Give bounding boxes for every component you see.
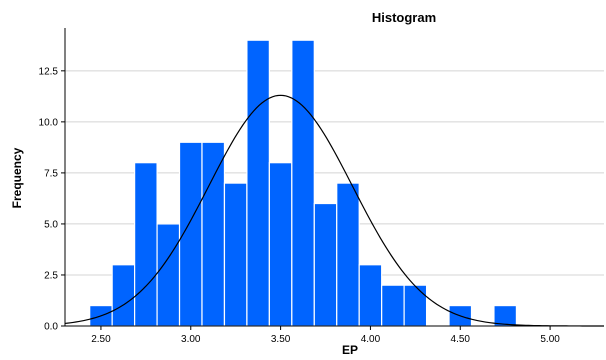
y-axis-label: Frequency <box>10 147 24 208</box>
y-tick-label: 7.5 <box>44 168 58 179</box>
histogram-bar <box>313 202 338 327</box>
histogram-bars <box>89 39 518 327</box>
histogram-bar <box>403 284 428 327</box>
x-tick-label: 3.00 <box>181 334 201 345</box>
axes <box>64 28 604 327</box>
histogram-bar <box>156 223 181 327</box>
histogram-bar <box>111 264 136 327</box>
x-axis-label: EP <box>342 343 358 357</box>
x-tick-label: 2.50 <box>91 334 111 345</box>
histogram-bar <box>201 141 226 327</box>
histogram-bar <box>493 304 518 327</box>
x-tick-label: 4.50 <box>451 334 471 345</box>
x-tick-label: 5.00 <box>540 334 560 345</box>
histogram-bar <box>336 182 360 327</box>
y-axis-ticks: 0.0 2.5 5.0 7.5 10.0 12.5 <box>39 66 65 333</box>
histogram-bar <box>358 264 383 327</box>
histogram-bar <box>134 162 158 327</box>
y-tick-label: 5.0 <box>44 219 58 230</box>
histogram-bar <box>246 39 270 327</box>
histogram-bar <box>381 284 405 327</box>
y-tick-label: 0.0 <box>44 322 58 333</box>
x-axis-ticks: 2.50 3.00 3.50 4.00 4.50 5.00 <box>91 326 560 345</box>
histogram-bar <box>223 182 248 327</box>
x-tick-label: 4.00 <box>361 334 381 345</box>
x-tick-label: 3.50 <box>271 334 291 345</box>
normal-curve <box>64 94 604 327</box>
y-tick-label: 12.5 <box>39 66 59 77</box>
histogram-bar <box>268 162 293 327</box>
histogram-bar <box>291 39 315 327</box>
y-tick-label: 10.0 <box>39 117 59 128</box>
y-tick-label: 2.5 <box>44 270 58 281</box>
chart-title: Histogram <box>372 10 436 25</box>
